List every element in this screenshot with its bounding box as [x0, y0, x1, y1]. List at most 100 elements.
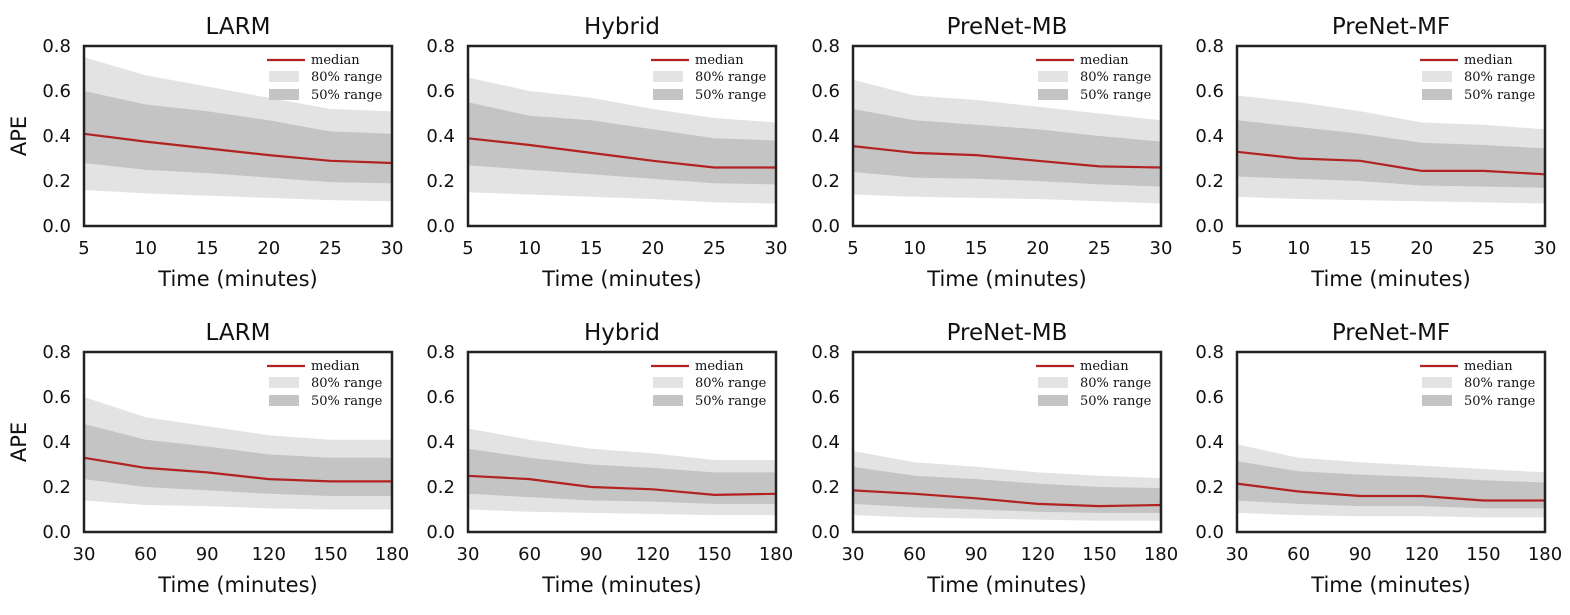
y-tick-label: 0.6 — [811, 387, 840, 408]
chart-title: LARM — [206, 320, 271, 346]
y-tick-label: 0.0 — [426, 522, 455, 543]
legend: median 80% range 50% range — [267, 53, 383, 103]
x-tick-label: 25 — [1088, 238, 1111, 259]
x-tick-label: 30 — [381, 238, 404, 259]
legend-50-swatch — [653, 89, 683, 100]
y-tick-label: 0.2 — [1195, 171, 1224, 192]
median-line — [467, 474, 777, 497]
chart-title: PreNet-MF — [1332, 14, 1450, 40]
y-tick-label: 0.4 — [426, 126, 455, 147]
legend: median 80% range 50% range — [1420, 359, 1536, 409]
y-tick-label: 0.2 — [811, 477, 840, 498]
legend-median-label: median — [1080, 53, 1129, 68]
legend: median 80% range 50% range — [651, 359, 767, 409]
legend-80-swatch — [1038, 377, 1068, 388]
legend-80-swatch — [269, 71, 299, 82]
y-tick-label: 0.2 — [42, 171, 71, 192]
y-tick-label: 0.0 — [426, 216, 455, 237]
plot-frame — [466, 44, 778, 228]
y-tick-label: 0.8 — [1195, 36, 1224, 57]
y-tick-label: 0.8 — [42, 342, 71, 363]
x-tick-label: 60 — [1287, 544, 1310, 565]
median-line — [852, 489, 1162, 508]
x-tick-label: 120 — [1405, 544, 1439, 565]
legend-50-swatch — [1422, 89, 1452, 100]
chart-panel-7: PreNet-MB 0.0 0.2 0.4 0.6 0.8 30 60 90 120 150 180 T… — [811, 320, 1178, 597]
legend: median 80% range 50% range — [1420, 53, 1536, 103]
legend-50-swatch — [269, 89, 299, 100]
x-tick-label: 25 — [1472, 238, 1495, 259]
x-tick-label: 90 — [196, 544, 219, 565]
x-tick-label: 30 — [842, 544, 865, 565]
legend: median 80% range 50% range — [651, 53, 767, 103]
chart-panel-8: PreNet-MF 0.0 0.2 0.4 0.6 0.8 30 60 90 120 150 180 T… — [1195, 320, 1562, 597]
chart-title: LARM — [206, 14, 271, 40]
x-axis-label: Time (minutes) — [541, 573, 701, 597]
x-tick-label: 30 — [73, 544, 96, 565]
legend-80-label: 80% range — [1080, 376, 1152, 391]
x-tick-label: 90 — [580, 544, 603, 565]
median-line — [83, 132, 393, 165]
y-tick-label: 0.2 — [811, 171, 840, 192]
chart-panel-2: Hybrid 0.0 0.2 0.4 0.6 0.8 5 10 15 20 25 30 Time (mi… — [426, 14, 787, 291]
x-tick-label: 30 — [457, 544, 480, 565]
y-tick-label: 0.4 — [42, 126, 71, 147]
legend: median 80% range 50% range — [1036, 53, 1152, 103]
legend: median 80% range 50% range — [267, 359, 383, 409]
y-tick-label: 0.8 — [426, 36, 455, 57]
x-tick-label: 5 — [1231, 238, 1242, 259]
legend-80-label: 80% range — [1464, 376, 1536, 391]
legend-median-label: median — [695, 359, 744, 374]
x-axis-label: Time (minutes) — [157, 267, 317, 291]
band-50-range — [84, 424, 392, 496]
y-tick-label: 0.8 — [42, 36, 71, 57]
y-tick-label: 0.0 — [811, 522, 840, 543]
x-tick-label: 180 — [375, 544, 409, 565]
chart-title: Hybrid — [584, 320, 660, 346]
x-tick-label: 20 — [1410, 238, 1433, 259]
x-tick-label: 30 — [1150, 238, 1173, 259]
y-tick-label: 0.6 — [811, 81, 840, 102]
chart-panel-5: LARM 0.0 0.2 0.4 0.6 0.8 30 60 90 120 150 180 Time (… — [7, 320, 409, 597]
y-tick-label: 0.8 — [1195, 342, 1224, 363]
y-tick-label: 0.0 — [1195, 522, 1224, 543]
legend-median-label: median — [1080, 359, 1129, 374]
x-tick-label: 120 — [1021, 544, 1055, 565]
y-tick-label: 0.6 — [426, 387, 455, 408]
legend-median-label: median — [311, 359, 360, 374]
x-tick-label: 20 — [257, 238, 280, 259]
y-tick-label: 0.8 — [811, 342, 840, 363]
x-tick-label: 180 — [1144, 544, 1178, 565]
x-tick-label: 150 — [697, 544, 731, 565]
legend-80-swatch — [269, 377, 299, 388]
chart-panel-1: LARM 0.0 0.2 0.4 0.6 0.8 5 10 15 20 25 30 Time (minu… — [7, 14, 403, 291]
median-line — [467, 137, 776, 169]
chart-title: PreNet-MB — [947, 14, 1068, 40]
x-tick-label: 15 — [965, 238, 988, 259]
y-tick-label: 0.6 — [426, 81, 455, 102]
plot-frame — [851, 350, 1163, 534]
y-tick-label: 0.2 — [426, 477, 455, 498]
legend-median-label: median — [311, 53, 360, 68]
legend-50-label: 50% range — [311, 88, 383, 103]
chart-title: PreNet-MB — [947, 320, 1068, 346]
x-tick-label: 90 — [965, 544, 988, 565]
y-tick-label: 0.4 — [1195, 126, 1224, 147]
plot-frame — [851, 44, 1163, 228]
x-tick-label: 25 — [703, 238, 726, 259]
legend-50-label: 50% range — [695, 394, 767, 409]
y-tick-label: 0.0 — [42, 522, 71, 543]
x-tick-label: 20 — [1026, 238, 1049, 259]
x-tick-label: 10 — [134, 238, 157, 259]
legend-50-label: 50% range — [1464, 88, 1536, 103]
x-tick-label: 10 — [518, 238, 541, 259]
x-tick-label: 180 — [1528, 544, 1562, 565]
legend-50-swatch — [1038, 89, 1068, 100]
legend-80-swatch — [1422, 71, 1452, 82]
legend-80-swatch — [1038, 71, 1068, 82]
x-tick-label: 150 — [1466, 544, 1500, 565]
median-line — [1236, 482, 1545, 502]
plot-frame — [82, 350, 394, 534]
legend-80-label: 80% range — [695, 376, 767, 391]
